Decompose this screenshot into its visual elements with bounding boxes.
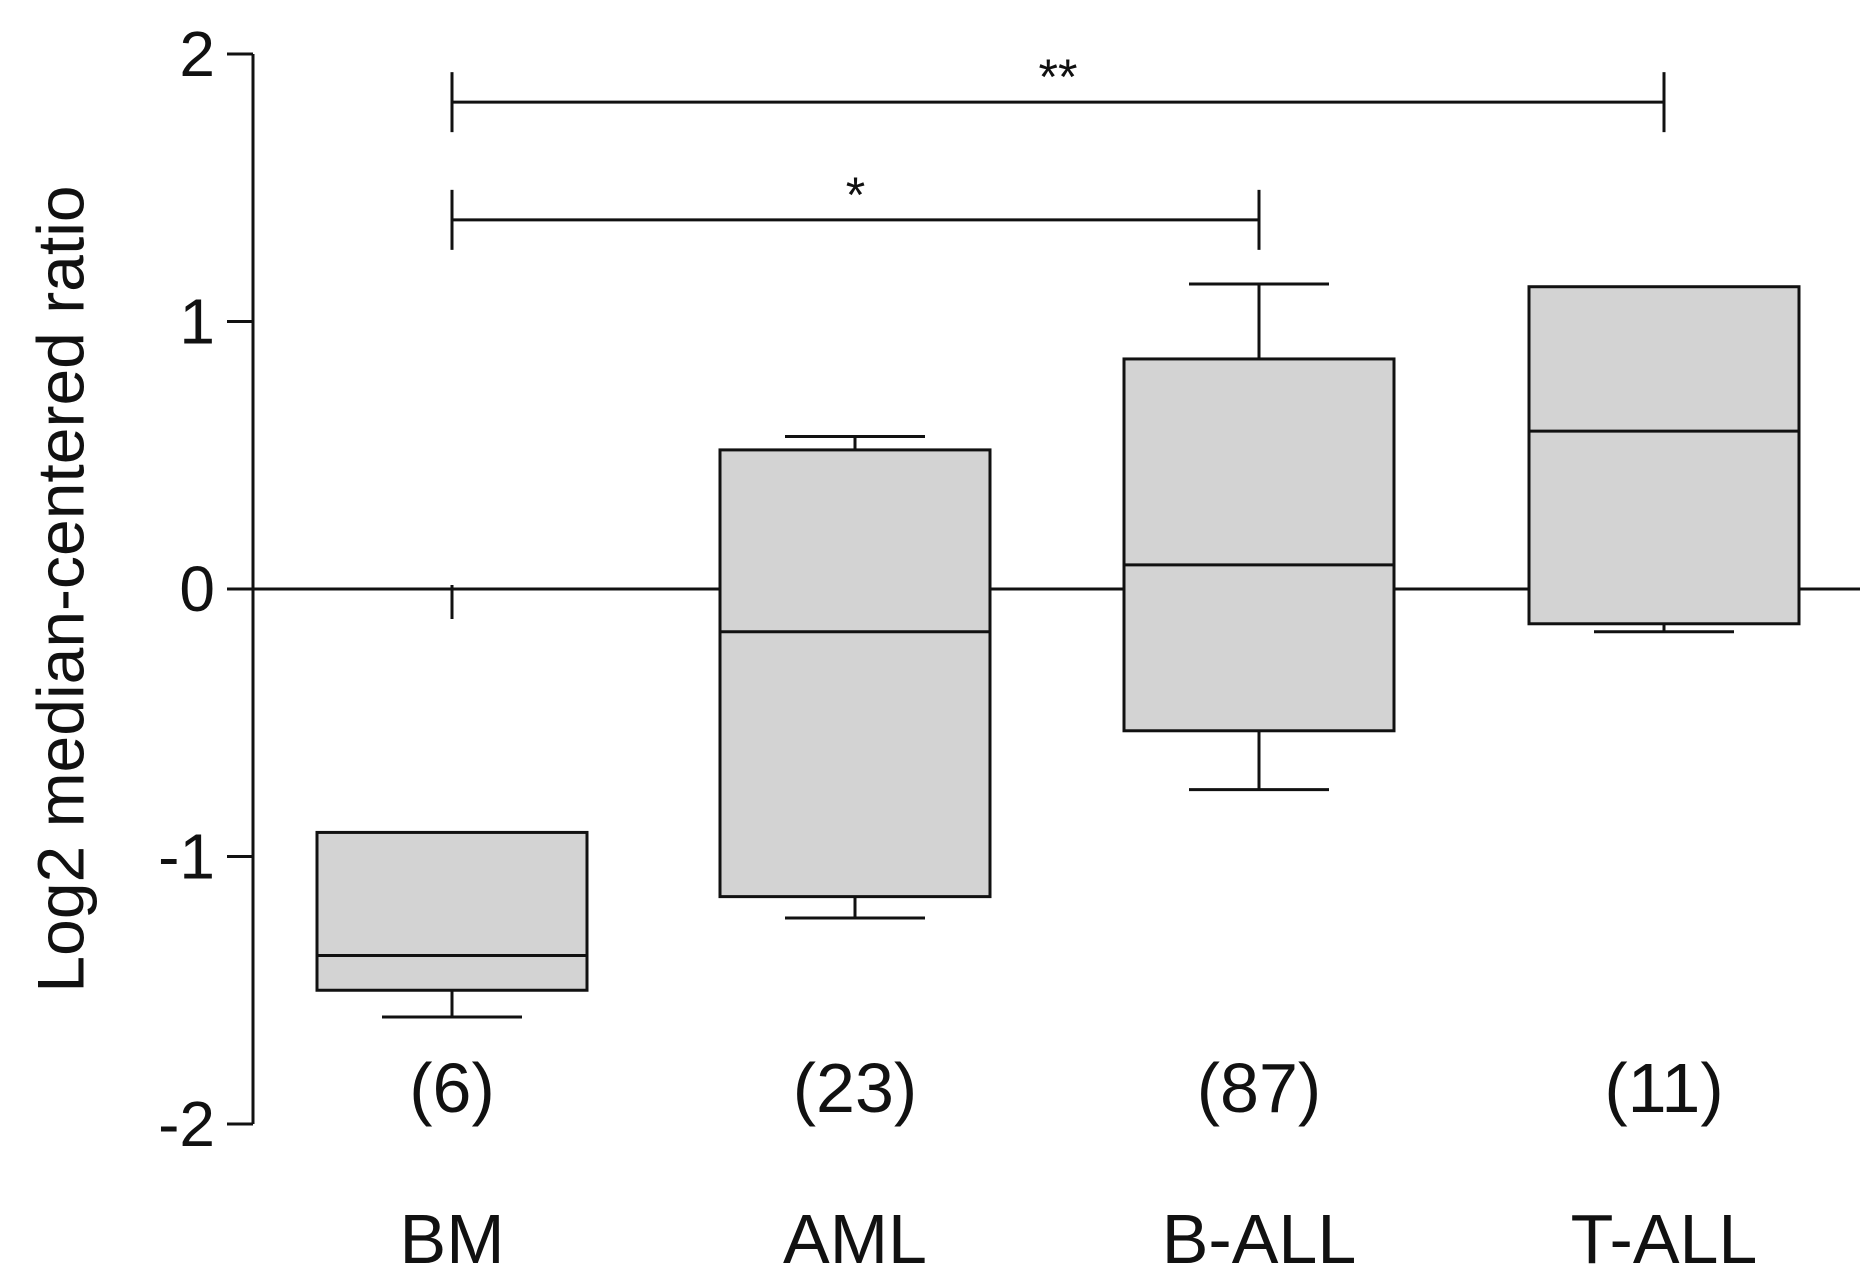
box [1527, 285, 1801, 626]
category-label: AML [783, 1200, 927, 1278]
count-label: (23) [793, 1049, 917, 1127]
significance-label: ** [1039, 49, 1078, 105]
significance-bracket: ** [450, 49, 1666, 133]
category-label: B-ALL [1162, 1200, 1357, 1278]
category-labels: BM AML B-ALL T-ALL [400, 1200, 1758, 1278]
y-tick-label: -2 [158, 1088, 215, 1160]
category-label: BM [400, 1200, 505, 1278]
count-label: (11) [1604, 1049, 1723, 1127]
y-axis-title: Log2 median-centered ratio [23, 185, 97, 992]
box-group-aml [718, 435, 992, 920]
y-axis: 2 1 0 -1 -2 [158, 18, 255, 1160]
box [718, 448, 992, 899]
y-tick-label: 1 [179, 286, 215, 358]
significance-bracket: * [450, 167, 1261, 250]
box-group-t-all [1527, 285, 1801, 634]
y-ticks: 2 1 0 -1 -2 [158, 18, 253, 1160]
sample-counts: (6) (23) (87) (11) [409, 1049, 1723, 1127]
y-tick-label: -1 [158, 821, 215, 893]
box [315, 830, 589, 992]
count-label: (6) [409, 1049, 495, 1127]
boxes [315, 282, 1801, 1019]
box [1122, 357, 1396, 733]
significance-label: * [846, 167, 865, 223]
count-label: (87) [1197, 1049, 1321, 1127]
box-group-b-all [1122, 282, 1396, 792]
y-tick-label: 2 [179, 18, 215, 90]
category-label: T-ALL [1571, 1200, 1758, 1278]
y-tick-label: 0 [179, 553, 215, 625]
significance-annotations: *** [450, 49, 1666, 250]
box-group-bm [315, 830, 589, 1019]
